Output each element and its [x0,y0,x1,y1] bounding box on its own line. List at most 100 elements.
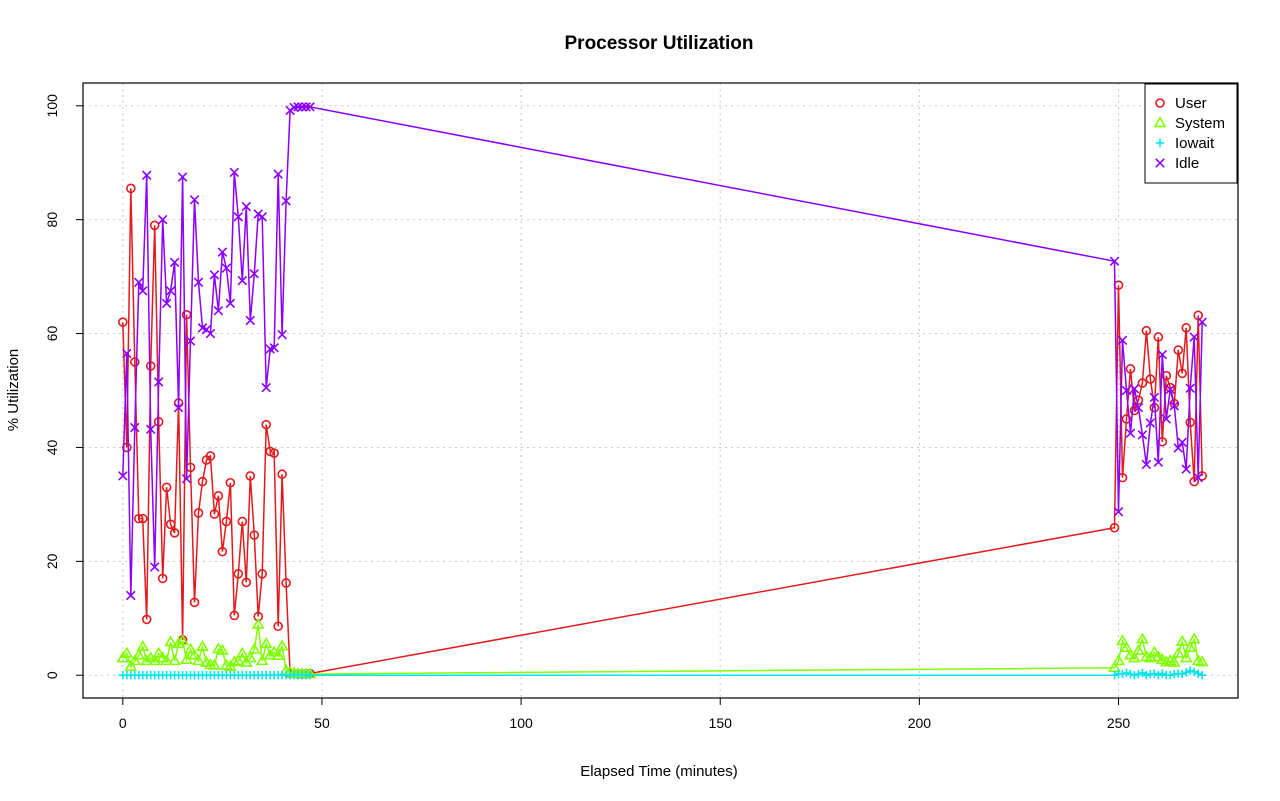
iowait-point [1126,669,1135,679]
idle-point [189,194,200,205]
idle-point [1169,401,1180,411]
legend-idle-label: Idle [1175,155,1199,172]
x-axis: 0 50 100 150 200 250 [119,698,1130,731]
system-point [243,651,257,663]
idle-point [229,167,240,178]
system-point [160,654,174,666]
iowait-point [1122,668,1131,678]
chart-title: Processor Utilization [565,33,754,54]
user-point [249,530,260,540]
user-point [213,491,224,501]
system-point [128,654,142,666]
idle-point [173,402,184,413]
system-point [216,643,229,655]
idle-point [237,275,248,286]
system-point [124,659,138,671]
idle-point [1133,402,1144,413]
idle-point [130,422,140,433]
user-point [273,621,283,632]
y-axis: 0 20 40 60 80 100 [44,94,83,679]
system-point [247,642,261,654]
idle-point [257,212,267,222]
user-point [233,569,244,579]
system-point [1120,641,1133,653]
iowait-point [305,671,315,680]
idle-point [141,170,152,181]
user-point [225,477,236,488]
idle-point [1185,383,1195,393]
system-point [1179,651,1193,663]
user-point [118,317,128,327]
iowait-series [118,666,1207,680]
system-point [1116,634,1129,646]
user-point [205,451,216,461]
system-point [267,645,281,657]
user-point [261,419,272,430]
system-point [1136,632,1149,644]
idle-point [281,196,291,206]
idle-point [213,306,224,316]
system-point [1171,646,1185,658]
idle-point [301,102,311,112]
idle-point [153,377,164,387]
idle-point [1181,464,1191,474]
iowait-point [1134,669,1143,679]
user-point [221,516,232,527]
legend-system-label: System [1175,115,1225,132]
idle-point [245,315,256,326]
system-point [227,655,241,667]
idle-point [1177,437,1188,448]
system-line [122,624,1203,675]
system-point [1159,655,1173,667]
idle-point [273,169,283,179]
idle-point [165,286,176,296]
user-point [1161,370,1172,381]
user-point [1185,417,1196,428]
idle-point [157,214,168,225]
system-point [172,637,185,649]
user-point [1137,378,1148,388]
system-point [168,654,181,666]
user-point [165,519,176,530]
user-point [193,508,204,518]
system-point [251,617,265,629]
legend-idle-marker [1155,158,1165,168]
system-point [1112,654,1125,666]
user-point [1109,522,1120,533]
user-point [269,448,279,458]
idle-point [1153,457,1164,468]
idle-point [181,473,192,484]
y-tick-label: 40 [44,439,60,455]
idle-point [1157,349,1168,360]
legend-user-marker [1155,98,1165,108]
iowait-point [1158,669,1167,678]
idle-point [149,562,160,572]
idle-point [1109,256,1120,267]
user-point [237,516,248,527]
y-tick-label: 60 [44,326,60,342]
idle-point [1137,430,1148,440]
iowait-point [1150,669,1159,678]
idle-line [122,106,1203,596]
legend-system-marker [1153,116,1167,128]
x-tick-label: 0 [119,715,127,731]
system-point [1143,651,1157,663]
y-tick-label: 20 [44,553,60,569]
system-point [176,634,189,646]
user-point [1181,323,1192,333]
idle-point [161,298,172,309]
iowait-point [1118,669,1127,679]
idle-point [293,102,303,112]
user-point [217,546,228,557]
idle-point [1117,335,1128,346]
user-point [241,577,252,588]
grid-lines [83,83,1238,698]
legend-user-label: User [1175,95,1207,112]
idle-point [225,298,236,309]
idle-point [277,329,287,340]
user-point [209,509,220,519]
x-tick-label: 50 [314,715,330,731]
system-point [231,654,245,666]
idle-point [118,471,128,481]
